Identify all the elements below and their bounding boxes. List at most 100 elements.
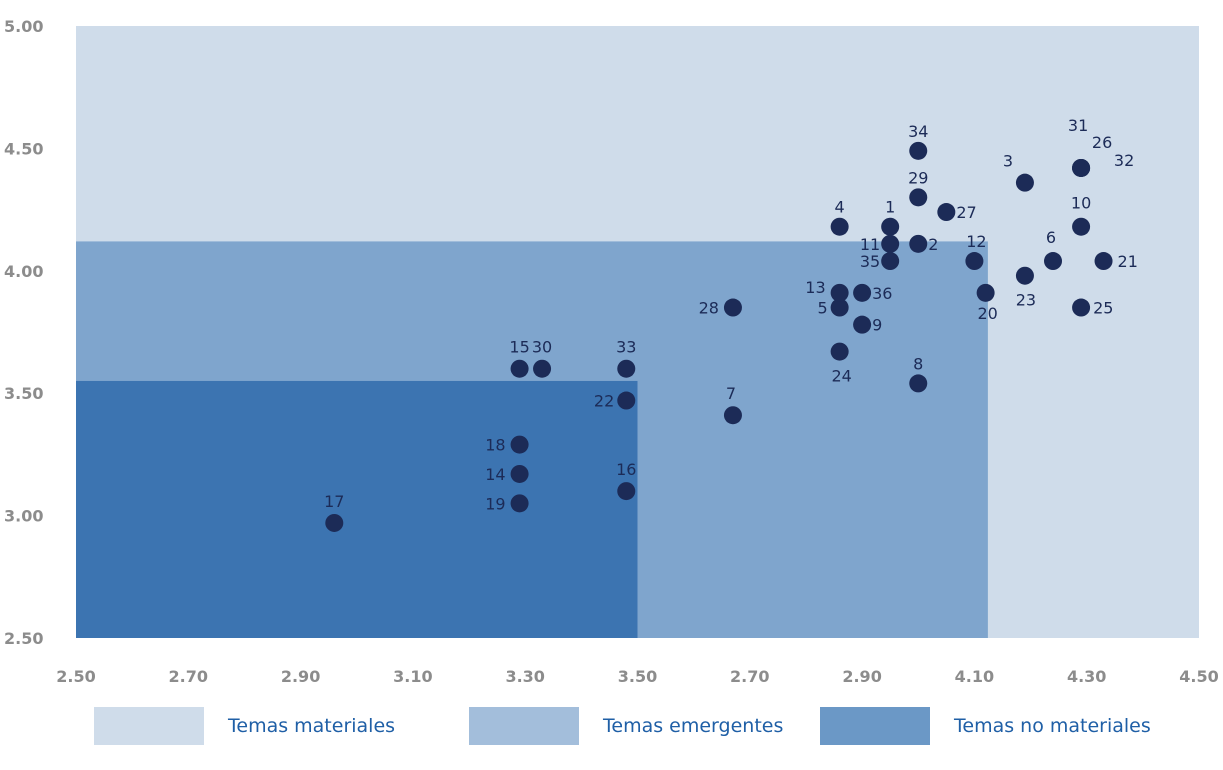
point-5 [830,298,849,317]
y-tick-label: 5.00 [4,17,43,36]
x-axis-ticks: 2.50 2.70 2.90 3.10 3.30 3.50 2.70 2.90 4.10 4.30… [56,667,1218,686]
region-no-materiales [76,380,638,638]
x-tick-label: 2.70 [730,667,769,686]
x-tick-label: 2.90 [842,667,881,686]
x-tick-label: 2.70 [169,667,208,686]
legend-label-materiales: Temas materiales [228,715,396,737]
point-label-25: 25 [1093,299,1113,318]
points-layer [325,141,1113,532]
point-2 [909,234,928,253]
legend-item-emergentes: Temas emergentes [469,703,783,749]
point-label-13: 13 [805,278,825,297]
point-label-7: 7 [726,384,736,403]
point-label-33: 33 [616,338,636,357]
point-label-26: 26 [1092,133,1112,152]
point-24 [830,342,849,361]
point-8 [909,374,928,393]
point-34 [909,141,928,160]
point-12 [965,252,984,271]
point-25 [1072,298,1091,317]
point-label-16: 16 [616,460,636,479]
point-label-20: 20 [977,304,997,323]
x-tick-label: 4.30 [1067,667,1106,686]
point-23 [1015,266,1034,285]
legend-label-no-materiales: Temas no materiales [954,715,1151,737]
point-label-36: 36 [872,284,892,303]
point-1 [881,217,900,236]
point-9 [853,315,872,334]
y-tick-label: 4.50 [4,139,43,158]
point-19 [510,494,529,513]
point-label-2: 2 [928,235,938,254]
point-21 [1094,252,1113,271]
point-10 [1072,217,1091,236]
point-4 [830,217,849,236]
point-18 [510,435,529,454]
point-label-9: 9 [872,316,882,335]
point-label-23: 23 [1016,291,1036,310]
point-30 [533,359,552,378]
point-13 [830,283,849,302]
legend-swatch-materiales [94,707,204,745]
point-22 [617,391,636,410]
point-label-29: 29 [908,168,928,187]
point-label-11: 11 [860,235,880,254]
y-tick-label: 3.50 [4,384,43,403]
x-tick-label: 3.50 [618,667,657,686]
point-label-4: 4 [835,198,845,217]
point-11 [881,234,900,253]
legend-swatch-emergentes [469,707,579,745]
point-28 [723,298,742,317]
point-label-35: 35 [860,252,880,271]
y-tick-label: 3.00 [4,507,43,526]
point-label-10: 10 [1071,194,1091,213]
point-17 [325,513,344,532]
y-tick-label: 2.50 [4,629,43,648]
point-35 [881,252,900,271]
point-label-3: 3 [1003,152,1013,171]
point-label-17: 17 [324,492,344,511]
legend-swatch-no-materiales [820,707,930,745]
point-label-19: 19 [485,494,505,513]
point-label-12: 12 [966,232,986,251]
point-29 [909,188,928,207]
point-label-1: 1 [885,198,895,217]
point-16 [617,482,636,501]
x-tick-label: 4.10 [955,667,994,686]
legend-label-emergentes: Temas emergentes [603,715,784,737]
point-20 [976,283,995,302]
point-3 [1015,173,1034,192]
x-tick-label: 4.50 [1179,667,1218,686]
x-tick-label: 3.10 [393,667,432,686]
point-36 [853,283,872,302]
point-label-27: 27 [956,203,976,222]
point-7 [723,406,742,425]
point-label-15: 15 [509,338,529,357]
legend: Temas materiales Temas emergentes Temas … [0,703,1223,749]
point-label-21: 21 [1118,252,1138,271]
y-tick-label: 4.00 [4,262,43,281]
x-tick-label: 2.50 [56,667,95,686]
point-label-34: 34 [908,122,928,141]
x-tick-label: 3.30 [505,667,544,686]
point-label-32: 32 [1114,151,1134,170]
point-label-28: 28 [699,299,719,318]
point-32 [1072,158,1091,177]
point-15 [510,359,529,378]
point-label-31: 31 [1068,116,1088,135]
point-label-14: 14 [485,465,505,484]
point-label-6: 6 [1046,228,1056,247]
point-label-18: 18 [485,436,505,455]
scatter-chart: 2.50 3.00 3.50 4.00 4.50 5.00 2.50 2.70 2.90 3.1… [4,17,1219,686]
point-label-5: 5 [817,299,827,318]
region-layer [76,26,1199,638]
point-6 [1044,252,1063,271]
point-label-22: 22 [594,392,614,411]
point-label-24: 24 [831,367,851,386]
point-33 [617,359,636,378]
point-label-8: 8 [913,354,923,373]
legend-item-no-materiales: Temas no materiales [820,703,1151,749]
y-axis-ticks: 2.50 3.00 3.50 4.00 4.50 5.00 [4,17,43,648]
legend-item-materiales: Temas materiales [94,703,395,749]
